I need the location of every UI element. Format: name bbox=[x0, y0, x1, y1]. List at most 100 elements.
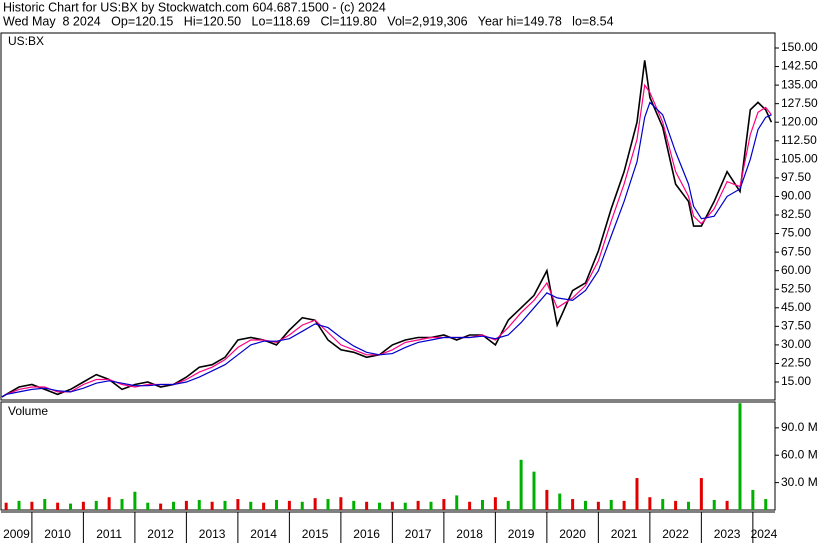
y-tick-label: 150.00 bbox=[781, 40, 818, 54]
volume-bar bbox=[583, 500, 587, 510]
x-tick-label: 2024 bbox=[751, 527, 778, 541]
x-tick-label: 2019 bbox=[508, 527, 535, 541]
volume-label: Volume bbox=[8, 404, 48, 418]
volume-bar bbox=[184, 500, 188, 510]
volume-bar bbox=[480, 499, 484, 510]
y-tick-label: 37.50 bbox=[781, 319, 811, 333]
volume-bar bbox=[275, 499, 279, 510]
y-tick-label: 112.50 bbox=[781, 133, 817, 147]
volume-bar bbox=[545, 489, 549, 510]
volume-bar bbox=[146, 502, 150, 510]
volume-bar bbox=[197, 499, 201, 510]
volume-bar bbox=[365, 501, 369, 510]
y-tick-label: 105.00 bbox=[781, 152, 818, 166]
volume-bar bbox=[738, 403, 742, 510]
volume-bar bbox=[648, 497, 652, 510]
x-tick-label: 2016 bbox=[353, 527, 380, 541]
volume-bar bbox=[751, 489, 755, 510]
volume-bar bbox=[493, 497, 497, 510]
volume-bar bbox=[300, 501, 304, 510]
volume-bar bbox=[223, 500, 227, 510]
y-tick-label: 45.00 bbox=[781, 300, 811, 314]
price-line bbox=[1, 83, 772, 398]
x-tick-label: 2018 bbox=[456, 527, 483, 541]
y-tick-label: 90.00 bbox=[781, 189, 811, 203]
volume-bar bbox=[43, 499, 47, 510]
volume-bar bbox=[764, 499, 768, 510]
y-tick-label: 142.50 bbox=[781, 59, 818, 73]
volume-bar bbox=[133, 491, 137, 510]
y-tick-label: 120.00 bbox=[781, 114, 818, 128]
y-tick-label: 30.00 bbox=[781, 337, 811, 351]
symbol-label: US:BX bbox=[8, 34, 44, 48]
volume-bar bbox=[429, 501, 433, 510]
x-tick-label: 2012 bbox=[147, 527, 174, 541]
volume-bar bbox=[17, 500, 21, 510]
volume-bar bbox=[506, 500, 510, 510]
volume-bar bbox=[390, 501, 394, 510]
volume-bar bbox=[442, 499, 446, 510]
volume-bar bbox=[56, 502, 60, 510]
volume-bar bbox=[635, 478, 639, 510]
volume-bar bbox=[622, 500, 626, 510]
chart-subtitle: Wed May 8 2024 Op=120.15 Hi=120.50 Lo=11… bbox=[3, 14, 614, 28]
volume-bar bbox=[236, 499, 240, 510]
volume-bar bbox=[661, 499, 665, 510]
volume-bar bbox=[596, 501, 600, 510]
volume-bar bbox=[313, 498, 317, 510]
x-tick-label: 2017 bbox=[405, 527, 432, 541]
volume-bar bbox=[210, 501, 214, 510]
volume-bar bbox=[159, 503, 163, 510]
x-tick-label: 2022 bbox=[662, 527, 689, 541]
y-tick-label: 127.50 bbox=[781, 96, 818, 110]
volume-bar bbox=[69, 503, 73, 510]
y-tick-label: 97.50 bbox=[781, 170, 811, 184]
volume-bar bbox=[558, 493, 562, 510]
y-tick-label: 15.00 bbox=[781, 374, 811, 388]
y-tick-label: 67.50 bbox=[781, 244, 811, 258]
volume-bar bbox=[107, 497, 111, 510]
volume-panel bbox=[0, 401, 776, 511]
volume-bar bbox=[339, 497, 343, 510]
volume-bar bbox=[468, 501, 472, 510]
volume-bar bbox=[674, 500, 678, 510]
volume-bar bbox=[699, 478, 703, 510]
volume-bar bbox=[81, 501, 85, 510]
y-tick-label: 82.50 bbox=[781, 207, 811, 221]
volume-bar bbox=[326, 499, 330, 510]
y-tick-label: 90.0 M bbox=[781, 420, 818, 434]
volume-bar bbox=[416, 500, 420, 510]
volume-bar bbox=[94, 500, 98, 510]
x-tick-label: 2020 bbox=[559, 527, 586, 541]
y-tick-label: 22.50 bbox=[781, 356, 811, 370]
y-tick-label: 60.00 bbox=[781, 263, 811, 277]
y-tick-label: 52.50 bbox=[781, 281, 811, 295]
volume-bar bbox=[30, 501, 34, 510]
price-panel bbox=[0, 32, 776, 401]
y-tick-label: 135.00 bbox=[781, 77, 818, 91]
volume-bar bbox=[455, 495, 459, 510]
x-tick-label: 2015 bbox=[302, 527, 329, 541]
volume-bar bbox=[609, 499, 613, 510]
volume-bar bbox=[519, 459, 523, 510]
x-tick-label: 2023 bbox=[714, 527, 741, 541]
volume-bar bbox=[120, 499, 124, 510]
volume-bar bbox=[532, 471, 536, 510]
volume-bar bbox=[378, 502, 382, 510]
volume-bar bbox=[172, 501, 176, 510]
volume-bar bbox=[249, 501, 253, 510]
x-tick-label: 2014 bbox=[250, 527, 277, 541]
x-tick-label: 2021 bbox=[611, 527, 638, 541]
price-line bbox=[1, 101, 772, 398]
x-tick-label: 2009 bbox=[3, 527, 30, 541]
volume-bar bbox=[712, 499, 716, 510]
volume-bar bbox=[725, 500, 729, 510]
y-tick-label: 60.0 M bbox=[781, 447, 818, 461]
volume-bar bbox=[686, 501, 690, 510]
volume-bar bbox=[287, 500, 291, 510]
x-tick-label: 2010 bbox=[44, 527, 71, 541]
y-tick-label: 30.0 M bbox=[781, 475, 818, 489]
volume-bar bbox=[571, 499, 575, 510]
